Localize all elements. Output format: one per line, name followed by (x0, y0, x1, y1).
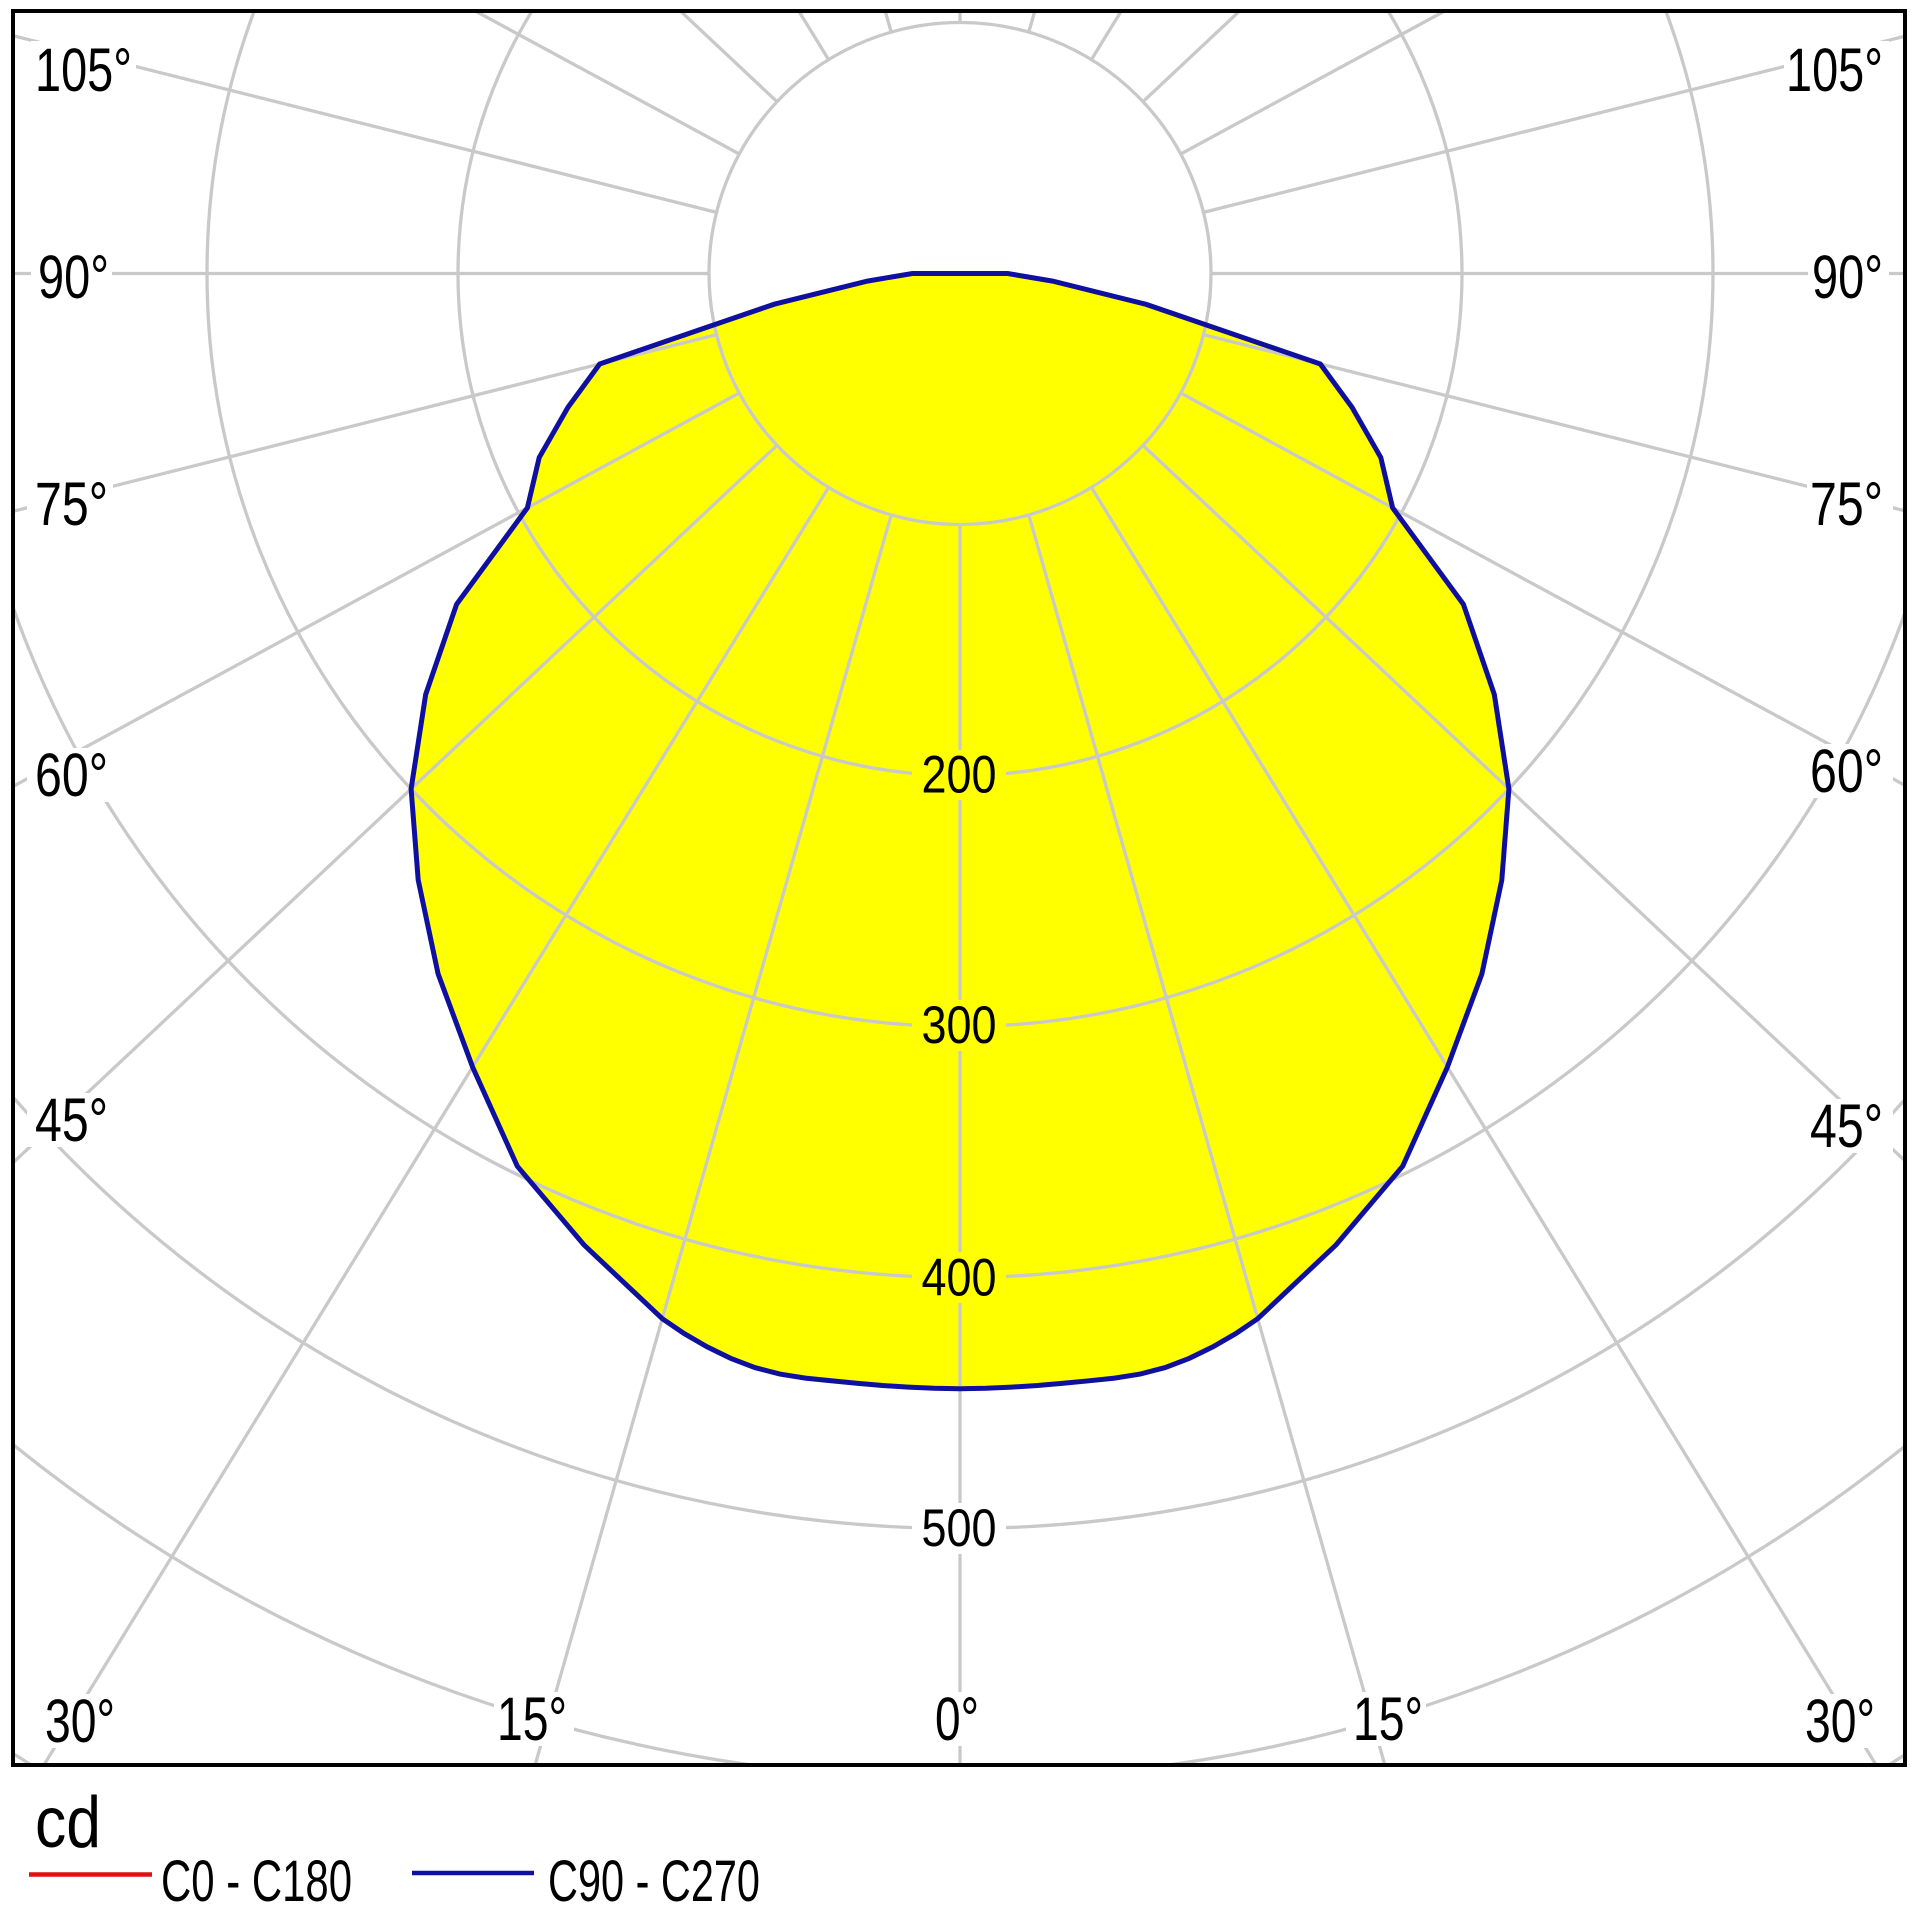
svg-text:90°: 90° (1812, 243, 1883, 311)
svg-text:90°: 90° (38, 243, 109, 311)
svg-text:C0 - C180: C0 - C180 (161, 1849, 352, 1914)
svg-text:45°: 45° (1810, 1092, 1883, 1160)
svg-text:60°: 60° (35, 741, 108, 809)
svg-text:105°: 105° (35, 36, 132, 104)
svg-text:75°: 75° (1810, 470, 1883, 538)
svg-text:60°: 60° (1810, 737, 1883, 805)
svg-text:45°: 45° (35, 1086, 108, 1154)
svg-text:105°: 105° (1786, 36, 1883, 104)
svg-text:15°: 15° (1353, 1685, 1423, 1753)
svg-text:75°: 75° (35, 470, 108, 538)
svg-text:30°: 30° (45, 1687, 115, 1755)
svg-text:30°: 30° (1805, 1687, 1875, 1755)
svg-text:15°: 15° (497, 1685, 567, 1753)
svg-text:0°: 0° (935, 1685, 979, 1753)
svg-text:cd: cd (35, 1783, 101, 1863)
svg-text:C90 - C270: C90 - C270 (548, 1849, 760, 1914)
svg-text:300: 300 (922, 996, 997, 1055)
svg-text:400: 400 (922, 1249, 997, 1308)
svg-text:500: 500 (922, 1499, 997, 1558)
svg-text:200: 200 (922, 746, 997, 805)
